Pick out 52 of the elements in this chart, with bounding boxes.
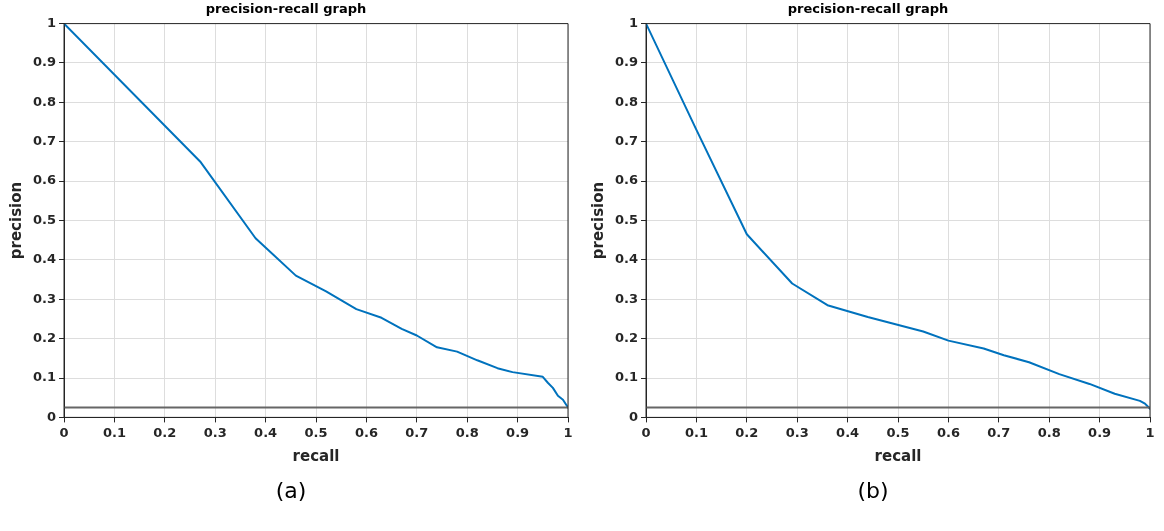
y-tick-label: 0.6 — [615, 172, 639, 188]
x-tick-label: 0.7 — [405, 424, 429, 440]
y-tick-label: 0.6 — [33, 172, 57, 188]
x-tick-label: 0.8 — [1037, 424, 1061, 440]
y-tick-label: 0.5 — [33, 211, 57, 227]
y-tick-label: 0.7 — [615, 133, 639, 149]
x-axis-title: recall — [292, 446, 340, 465]
x-tick-label: 0.2 — [735, 424, 759, 440]
y-tick-label: 0.2 — [33, 330, 57, 346]
y-tick-label: 0.2 — [615, 330, 639, 346]
y-tick-label: 1 — [46, 14, 57, 30]
x-tick-label: 0 — [641, 424, 651, 440]
y-tick-label: 0.8 — [615, 93, 639, 109]
chart-title: precision-recall graph — [787, 1, 949, 17]
y-tick-label: 0.4 — [615, 251, 639, 267]
x-tick-label: 0.3 — [203, 424, 227, 440]
x-tick-label: 0.2 — [153, 424, 177, 440]
x-axis-title: recall — [874, 446, 922, 465]
x-tick-label: 0.8 — [455, 424, 479, 440]
y-tick-label: 0.8 — [33, 93, 57, 109]
x-tick-label: 0.5 — [886, 424, 910, 440]
y-tick-label: 0.5 — [615, 211, 639, 227]
x-tick-label: 0.6 — [354, 424, 378, 440]
x-tick-label: 0.9 — [506, 424, 530, 440]
y-tick-label: 0.4 — [33, 251, 57, 267]
x-tick-label: 0.3 — [785, 424, 809, 440]
y-axis-title: precision — [588, 181, 607, 260]
y-tick-label: 0.7 — [33, 133, 57, 149]
y-tick-label: 0.3 — [615, 290, 639, 306]
y-tick-label: 0.1 — [33, 369, 57, 385]
x-tick-label: 0.7 — [987, 424, 1011, 440]
text: (b) — [856, 478, 890, 503]
x-tick-label: 0.4 — [254, 424, 278, 440]
x-tick-label: 0.4 — [836, 424, 860, 440]
x-tick-label: 1 — [563, 424, 573, 440]
x-tick-label: 0.6 — [936, 424, 960, 440]
y-tick-label: 0.1 — [615, 369, 639, 385]
x-tick-label: 0.1 — [102, 424, 126, 440]
chart-title: precision-recall graph — [205, 1, 367, 17]
y-tick-label: 1 — [628, 14, 639, 30]
x-tick-label: 0.9 — [1088, 424, 1112, 440]
y-tick-label: 0.9 — [615, 54, 639, 70]
y-tick-label: 0 — [46, 408, 57, 424]
text: (a) — [274, 478, 308, 503]
x-tick-label: 1 — [1145, 424, 1155, 440]
x-tick-label: 0.5 — [304, 424, 328, 440]
x-tick-label: 0 — [59, 424, 69, 440]
y-tick-label: 0.9 — [33, 54, 57, 70]
x-tick-label: 0.1 — [684, 424, 708, 440]
y-tick-label: 0 — [628, 408, 639, 424]
y-axis-title: precision — [6, 181, 25, 260]
y-tick-label: 0.3 — [33, 290, 57, 306]
